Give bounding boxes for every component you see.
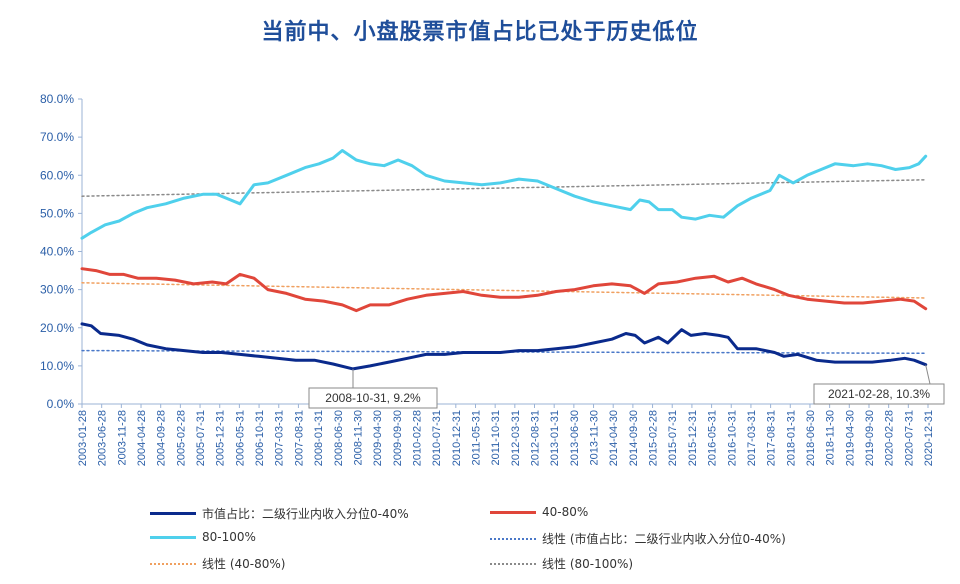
- y-tick-label: 80.0%: [40, 92, 74, 106]
- y-tick-label: 50.0%: [40, 206, 74, 220]
- x-tick-label: 2004-09-28: [156, 410, 168, 466]
- x-tick-label: 2011-10-31: [490, 410, 502, 465]
- x-tick-label: 2004-04-28: [136, 410, 148, 466]
- x-tick-label: 2005-07-31: [195, 410, 207, 466]
- x-tick-label: 2019-09-30: [864, 410, 876, 466]
- x-tick-label: 2014-04-30: [608, 410, 620, 466]
- x-tick-label: 2008-01-31: [313, 410, 325, 466]
- x-tick-label: 2009-09-30: [392, 410, 404, 466]
- x-tick-label: 2014-09-30: [628, 410, 640, 466]
- series-line-trend-large: [81, 179, 927, 197]
- x-tick-label: 2013-01-31: [549, 410, 561, 466]
- legend-swatch-trend-mid: [150, 562, 196, 565]
- x-tick-label: 2007-03-31: [274, 410, 286, 466]
- legend-swatch-mid: [490, 510, 536, 514]
- x-tick-label: 2008-11-30: [352, 410, 364, 465]
- x-tick-label: 2020-02-28: [884, 410, 896, 466]
- legend-swatch-small: [150, 512, 196, 515]
- x-tick-label: 2010-02-28: [411, 410, 423, 466]
- x-tick-label: 2013-06-30: [569, 410, 581, 466]
- callout-latest-label: 2021-02-28, 10.3%: [828, 387, 930, 401]
- legend-item-small: 市值占比：二级行业内收入分位0-40%: [150, 505, 409, 522]
- callouts: 2008-10-31, 9.2% 2021-02-28, 10.3%: [308, 364, 945, 409]
- x-tick-label: 2020-12-31: [923, 410, 935, 466]
- legend-label-trend-large: 线性 (80-100%): [542, 557, 634, 571]
- series-line-small: [80, 322, 928, 371]
- x-tick-label: 2015-02-28: [648, 410, 660, 466]
- legend-label-trend-small: 线性 (市值占比：二级行业内收入分位0-40%): [542, 532, 786, 546]
- x-tick-label: 2007-08-31: [293, 410, 305, 466]
- series-line-mid: [80, 267, 928, 313]
- x-tick-label: 2006-10-31: [254, 410, 266, 466]
- x-tick-label: 2018-06-30: [805, 410, 817, 466]
- series-line-trend-mid: [81, 282, 927, 299]
- legend-label-mid: 40-80%: [542, 505, 589, 519]
- legend-label-large: 80-100%: [202, 530, 256, 544]
- x-tick-label: 2010-12-31: [451, 410, 463, 466]
- x-tick-label: 2018-11-30: [825, 410, 837, 465]
- series-line-large: [80, 149, 928, 240]
- x-tick-label: 2003-06-28: [97, 410, 109, 466]
- x-tick-label: 2017-03-31: [746, 410, 758, 466]
- x-tick-label: 2015-12-31: [687, 410, 699, 466]
- x-tick-label: 2018-01-31: [785, 410, 797, 466]
- legend-item-large: 80-100%: [150, 530, 256, 544]
- x-tick-label: 2016-10-31: [726, 410, 738, 466]
- legend-swatch-trend-large: [490, 562, 536, 565]
- legend-swatch-trend-small: [490, 537, 536, 540]
- y-tick-label: 60.0%: [40, 168, 74, 182]
- y-tick-label: 20.0%: [40, 321, 74, 335]
- legend-item-trend-small: 线性 (市值占比：二级行业内收入分位0-40%): [490, 530, 786, 547]
- x-tick-label: 2016-05-31: [707, 410, 719, 466]
- legend-label-small: 市值占比：二级行业内收入分位0-40%: [202, 507, 409, 521]
- callout-latest-leader: [925, 364, 931, 385]
- callout-latest-box: [813, 383, 945, 405]
- x-tick-label: 2003-01-28: [77, 410, 89, 466]
- x-tick-label: 2009-04-30: [372, 410, 384, 466]
- x-tick-label: 2012-03-31: [510, 410, 522, 466]
- y-tick-label: 30.0%: [40, 283, 74, 297]
- chart-axes: 0.0% 10.0% 20.0% 30.0% 40.0% 50.0% 60.0% 70.0% 8…: [40, 92, 935, 466]
- y-tick-label: 0.0%: [47, 397, 75, 411]
- callout-low-label: 2008-10-31, 9.2%: [325, 391, 421, 405]
- x-tick-label: 2012-08-31: [530, 410, 542, 466]
- x-tick-label: 2013-11-30: [589, 410, 601, 465]
- y-tick-label: 40.0%: [40, 245, 74, 259]
- x-tick-label: 2019-04-30: [844, 410, 856, 466]
- legend-label-trend-mid: 线性 (40-80%): [202, 557, 286, 571]
- x-tick-label: 2015-07-31: [667, 410, 679, 466]
- legend-swatch-large: [150, 535, 196, 539]
- y-tick-label: 10.0%: [40, 359, 74, 373]
- x-tick-label: 2006-05-31: [234, 410, 246, 466]
- y-tick-label: 70.0%: [40, 130, 74, 144]
- x-tick-label: 2010-07-31: [431, 410, 443, 466]
- chart-title: 当前中、小盘股票市值占比已处于历史低位: [261, 20, 699, 45]
- x-tick-label: 2005-12-31: [215, 410, 227, 466]
- series-lines: [80, 149, 928, 371]
- legend-item-trend-mid: 线性 (40-80%): [150, 555, 285, 572]
- x-tick-label: 2003-11-28: [116, 410, 128, 465]
- x-tick-label: 2020-07-31: [903, 410, 915, 466]
- legend-item-trend-large: 线性 (80-100%): [490, 555, 633, 572]
- x-tick-label: 2011-05-31: [470, 410, 482, 465]
- x-tick-label: 2005-02-28: [175, 410, 187, 466]
- x-tick-label: 2008-06-30: [333, 410, 345, 466]
- legend-item-mid: 40-80%: [490, 505, 588, 519]
- callout-low-box: [308, 387, 438, 409]
- x-tick-label: 2017-08-31: [766, 410, 778, 466]
